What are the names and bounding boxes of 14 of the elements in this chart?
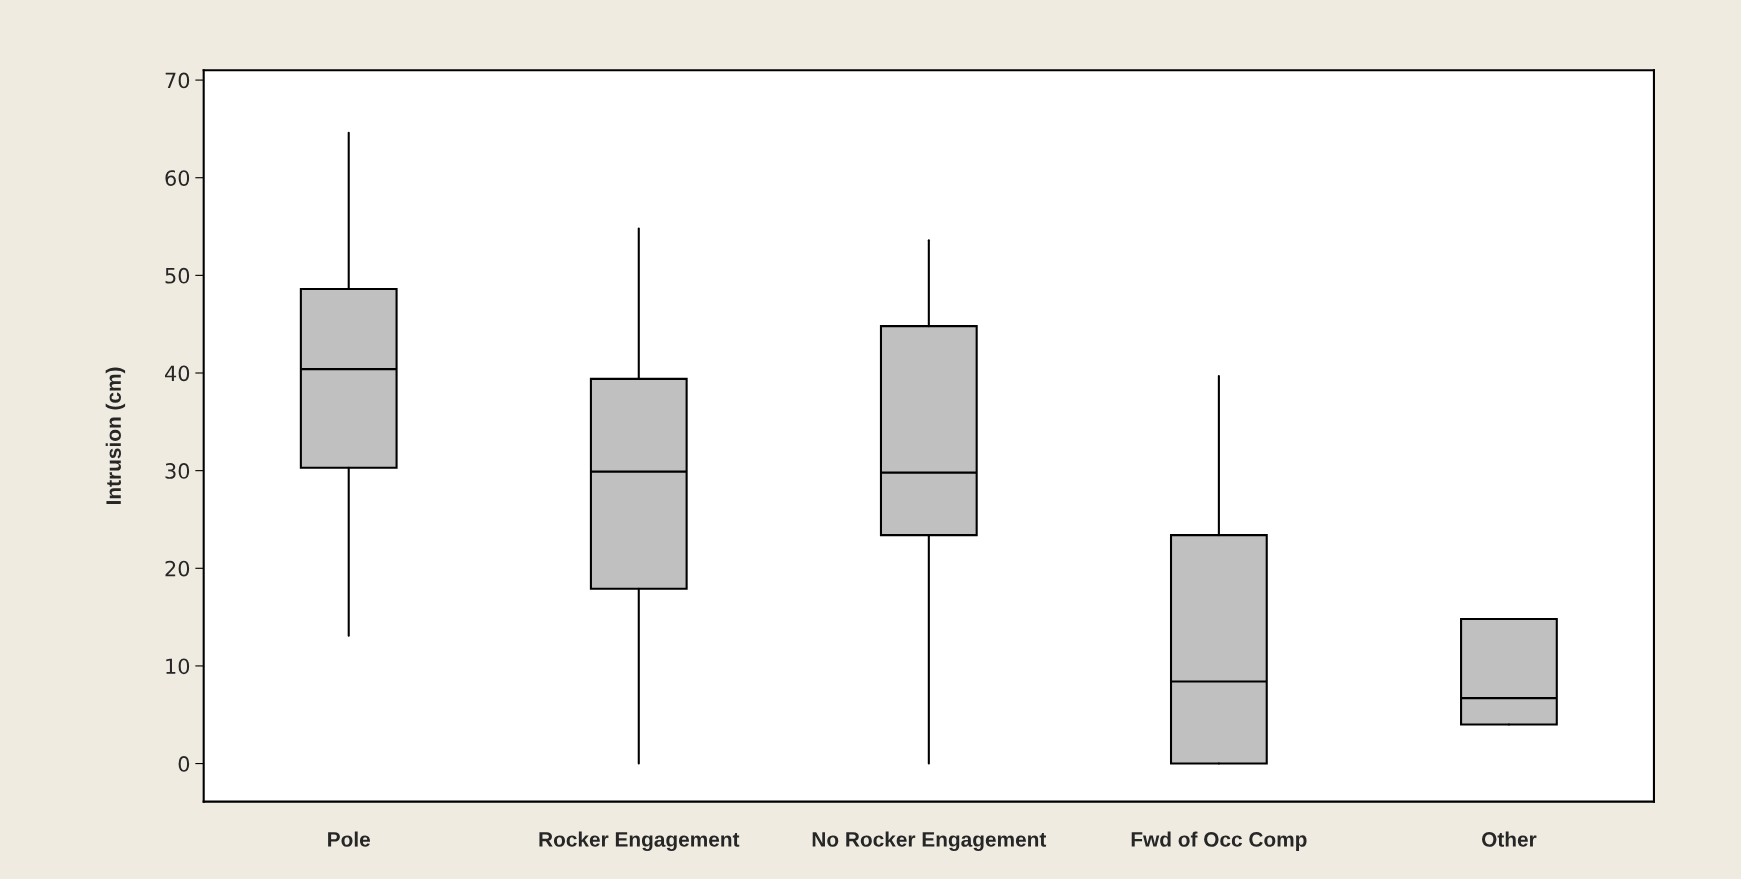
y-tick-label: 10	[166, 658, 190, 675]
y-tick-label: 50	[165, 267, 190, 284]
y-tick-label: 70	[165, 72, 190, 89]
x-tick-label: Fwd of Occ Comp	[1131, 831, 1307, 851]
x-tick-label: Pole	[328, 831, 371, 847]
y-tick-label: 60	[165, 170, 190, 186]
x-tick-label: Other	[1482, 831, 1537, 847]
y-tick-label: 30	[165, 463, 190, 479]
x-tick-label: No Rocker Engagement	[812, 831, 1047, 852]
y-axis-title: Intrusion (cm)	[105, 367, 126, 505]
x-tick-label: Rocker Engagement	[539, 831, 740, 852]
y-tick-label: 20	[165, 560, 190, 577]
y-tick-label: 0	[178, 756, 190, 772]
y-tick-label: 40	[165, 365, 190, 382]
